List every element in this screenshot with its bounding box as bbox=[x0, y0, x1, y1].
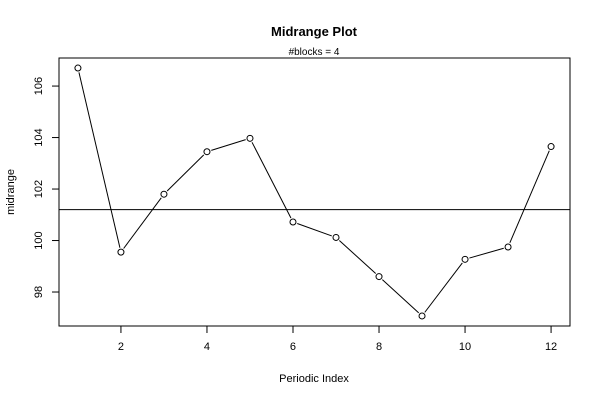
data-point bbox=[160, 190, 168, 198]
series-segment bbox=[123, 197, 162, 249]
chart-subtitle: #blocks = 4 bbox=[289, 47, 340, 58]
y-tick-label: 106 bbox=[33, 77, 45, 95]
x-axis-label: Periodic Index bbox=[279, 373, 349, 385]
data-point bbox=[246, 134, 254, 142]
series-segment bbox=[424, 262, 463, 313]
data-point bbox=[547, 143, 555, 151]
y-axis-label: midrange bbox=[5, 169, 17, 215]
series-segment bbox=[166, 154, 205, 192]
x-tick-label: 8 bbox=[376, 341, 382, 353]
data-point bbox=[418, 312, 426, 320]
series-layer bbox=[74, 64, 555, 320]
x-tick-label: 2 bbox=[118, 341, 124, 353]
x-axis: 2 4 6 8 10 12 bbox=[118, 326, 557, 353]
series-segment bbox=[469, 247, 504, 259]
y-axis: 98 100 102 104 106 bbox=[33, 77, 59, 298]
x-tick-label: 4 bbox=[204, 341, 210, 353]
data-point bbox=[461, 255, 469, 263]
data-point bbox=[117, 248, 125, 256]
x-tick-label: 6 bbox=[290, 341, 296, 353]
data-point bbox=[289, 218, 297, 226]
series-segment bbox=[251, 142, 292, 219]
y-tick-label: 102 bbox=[33, 180, 45, 198]
data-point bbox=[375, 273, 383, 281]
series-segment bbox=[297, 223, 332, 237]
data-point bbox=[203, 148, 211, 156]
series-segment bbox=[382, 279, 420, 314]
y-tick-label: 104 bbox=[33, 128, 45, 146]
series-segment bbox=[338, 240, 377, 274]
y-tick-label: 98 bbox=[33, 286, 45, 298]
plot-frame bbox=[58, 57, 571, 327]
data-point bbox=[504, 243, 512, 251]
y-tick-label: 100 bbox=[33, 231, 45, 249]
chart-title: Midrange Plot bbox=[271, 24, 358, 39]
x-tick-label: 10 bbox=[459, 341, 471, 353]
series-segment bbox=[78, 72, 121, 248]
data-point bbox=[332, 233, 340, 241]
x-tick-label: 12 bbox=[545, 341, 557, 353]
series-segment bbox=[211, 139, 246, 151]
data-point bbox=[74, 64, 82, 72]
series-segment bbox=[509, 150, 550, 244]
